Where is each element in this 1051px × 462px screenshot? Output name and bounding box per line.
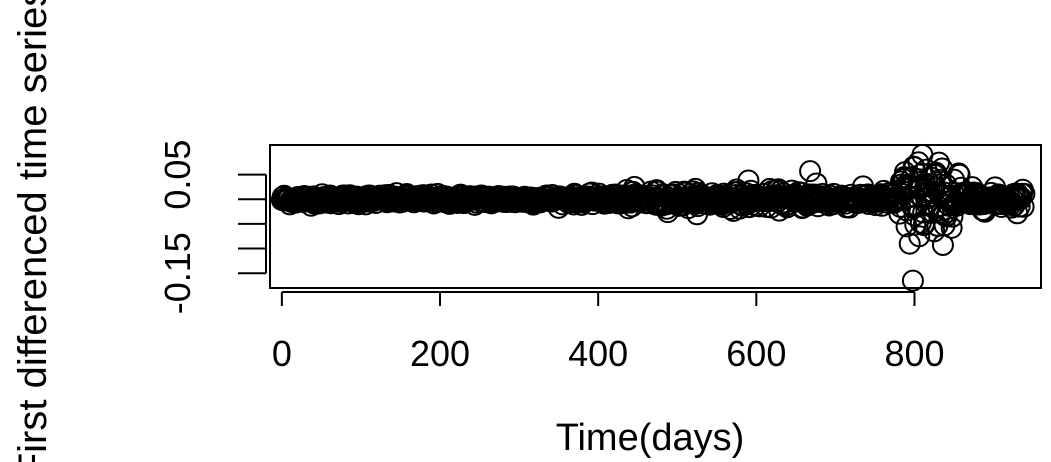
- data-points: [270, 143, 1036, 292]
- y-axis-title: First differenced time series: [11, 0, 55, 462]
- y-tick-label: -0.15: [157, 232, 198, 314]
- data-point: [901, 269, 924, 292]
- data-point: [799, 160, 822, 183]
- plot-frame: [269, 144, 1042, 289]
- data-point: [805, 172, 828, 195]
- data-point: [911, 143, 934, 166]
- data-point: [929, 173, 952, 196]
- x-tick-label: 800: [884, 333, 944, 374]
- x-tick-label: 0: [272, 333, 292, 374]
- x-tick-label: 200: [410, 333, 470, 374]
- y-axis: -0.15 0.05: [157, 140, 267, 314]
- data-point: [1013, 182, 1036, 205]
- y-tick-label: 0.05: [157, 140, 198, 210]
- data-point: [903, 156, 926, 179]
- data-point: [1012, 195, 1035, 218]
- data-point: [935, 205, 958, 228]
- data-point: [915, 158, 938, 181]
- x-tick-label: 400: [568, 333, 628, 374]
- x-tick-label: 600: [726, 333, 786, 374]
- x-axis: 0 200 400 600 800: [272, 291, 945, 374]
- data-point: [940, 216, 963, 239]
- data-point: [901, 166, 924, 189]
- x-axis-title: Time(days): [556, 417, 745, 459]
- data-point: [737, 169, 760, 192]
- data-point: [923, 220, 946, 243]
- data-point: [908, 225, 931, 248]
